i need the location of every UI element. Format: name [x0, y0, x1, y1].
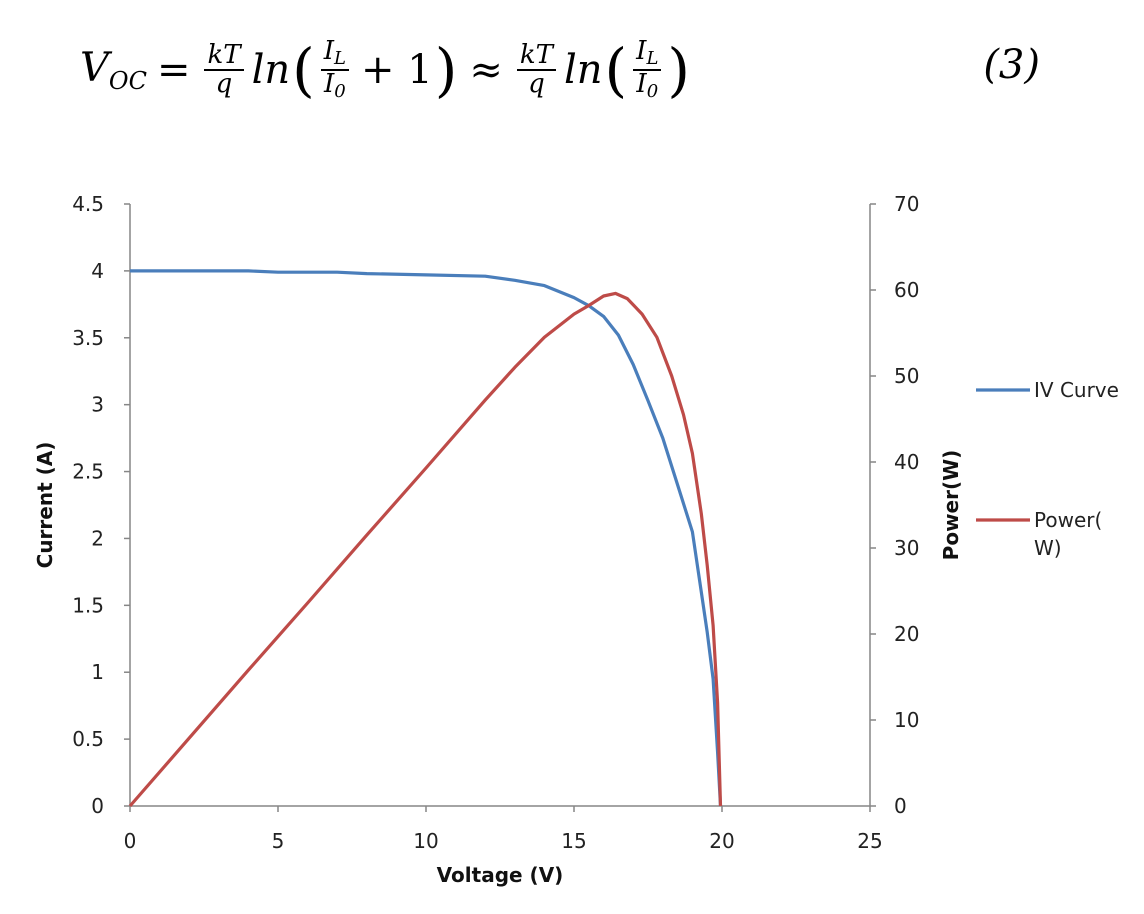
eq-equals: =: [156, 46, 191, 93]
eq-plus-one: + 1: [361, 46, 433, 93]
legend-label: Power(W): [1034, 508, 1102, 560]
y-tick-label: 4: [91, 259, 104, 283]
eq-ln-2: ln: [563, 46, 603, 93]
y2-tick-label: 20: [894, 622, 919, 646]
x-tick-label: 25: [857, 829, 882, 853]
x-tick-label: 5: [272, 829, 285, 853]
y-tick-label: 1: [91, 660, 104, 684]
y2-tick-label: 50: [894, 364, 919, 388]
x-axis-title: Voltage (V): [437, 863, 564, 887]
x-tick-label: 10: [413, 829, 438, 853]
y2-tick-label: 40: [894, 450, 919, 474]
eq-approx: ≈: [469, 46, 503, 93]
y-tick-label: 2.5: [72, 460, 104, 484]
y2-tick-label: 10: [894, 708, 919, 732]
equation: VOC = kT q ln ( IL I0 + 1 ) ≈ kT q ln ( …: [80, 28, 1040, 108]
y-tick-label: 2: [91, 526, 104, 550]
eq-ln-1: ln: [251, 46, 291, 93]
eq-fraction-il-i0-2: IL I0: [633, 37, 662, 102]
series-layer: [128, 269, 723, 808]
y2-axis-title: Power(W): [939, 450, 963, 561]
y2-tick-label: 30: [894, 536, 919, 560]
equation-body: VOC = kT q ln ( IL I0 + 1 ) ≈ kT q ln ( …: [80, 35, 691, 104]
x-tick-label: 15: [561, 829, 586, 853]
y-tick-label: 4.5: [72, 192, 104, 216]
y-axis-title: Current (A): [33, 442, 57, 569]
y-tick-label: 3.5: [72, 326, 104, 350]
x-tick-label: 20: [709, 829, 734, 853]
y-tick-label: 0: [91, 794, 104, 818]
y-tick-label: 3: [91, 393, 104, 417]
y2-tick-label: 60: [894, 278, 919, 302]
y2-tick-label: 70: [894, 192, 919, 216]
series-line-iv-curve: [130, 269, 723, 807]
legend-label: IV Curve: [1034, 378, 1119, 402]
eq-fraction-kt-q: kT q: [204, 41, 244, 99]
eq-fraction-kt-q-2: kT q: [516, 41, 556, 99]
y-tick-label: 1.5: [72, 593, 104, 617]
axis-ticks: 0 5 10 15 20 25 0 0.5 1 1.5 2 2.5 3 3.5 4 4.5 0 10 20 30 40 5…: [72, 192, 919, 853]
y2-tick-label: 0: [894, 794, 907, 818]
legend: IV Curve Power(W): [976, 378, 1119, 560]
eq-lhs: VOC: [80, 44, 147, 95]
y-tick-label: 0.5: [72, 727, 104, 751]
eq-fraction-il-i0: IL I0: [320, 37, 349, 102]
x-tick-label: 0: [124, 829, 137, 853]
series-line-power-w: [128, 291, 723, 808]
equation-number: (3): [983, 42, 1040, 88]
